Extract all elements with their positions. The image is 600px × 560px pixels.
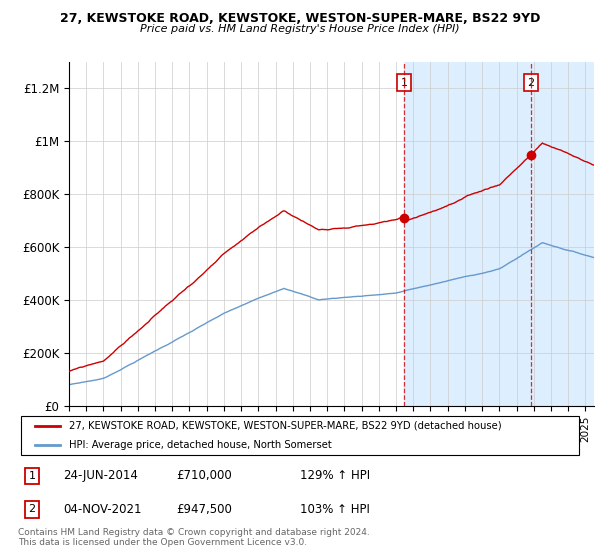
Text: HPI: Average price, detached house, North Somerset: HPI: Average price, detached house, Nort… <box>69 440 332 450</box>
Text: 129% ↑ HPI: 129% ↑ HPI <box>300 469 370 483</box>
Text: Contains HM Land Registry data © Crown copyright and database right 2024.: Contains HM Land Registry data © Crown c… <box>18 528 370 536</box>
Text: 103% ↑ HPI: 103% ↑ HPI <box>300 503 370 516</box>
Text: £947,500: £947,500 <box>176 503 232 516</box>
Text: 27, KEWSTOKE ROAD, KEWSTOKE, WESTON-SUPER-MARE, BS22 9YD: 27, KEWSTOKE ROAD, KEWSTOKE, WESTON-SUPE… <box>60 12 540 25</box>
Text: 27, KEWSTOKE ROAD, KEWSTOKE, WESTON-SUPER-MARE, BS22 9YD (detached house): 27, KEWSTOKE ROAD, KEWSTOKE, WESTON-SUPE… <box>69 421 502 431</box>
Bar <box>404 62 594 406</box>
FancyBboxPatch shape <box>21 416 579 455</box>
Text: 2: 2 <box>29 505 35 515</box>
Text: Price paid vs. HM Land Registry's House Price Index (HPI): Price paid vs. HM Land Registry's House … <box>140 24 460 34</box>
Text: 24-JUN-2014: 24-JUN-2014 <box>63 469 138 483</box>
Text: 04-NOV-2021: 04-NOV-2021 <box>63 503 142 516</box>
Text: 1: 1 <box>401 78 408 88</box>
Text: 2: 2 <box>527 78 535 88</box>
Text: £710,000: £710,000 <box>176 469 232 483</box>
Text: This data is licensed under the Open Government Licence v3.0.: This data is licensed under the Open Gov… <box>18 538 307 547</box>
Text: 1: 1 <box>29 471 35 481</box>
